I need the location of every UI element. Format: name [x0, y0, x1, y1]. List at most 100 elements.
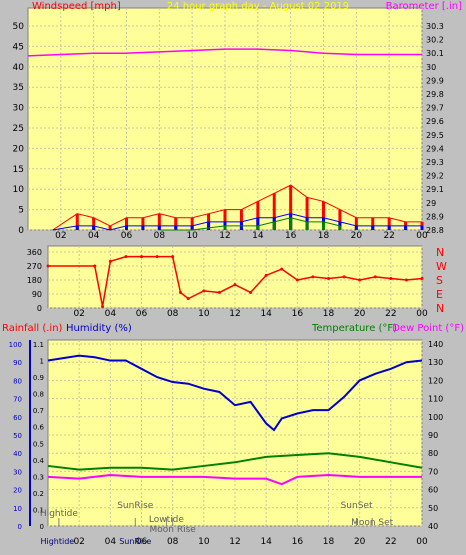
temp-tick-label: 90: [428, 431, 438, 440]
humidity-tick-label: 0.9: [33, 374, 44, 382]
x-tick-label: 04: [88, 231, 100, 241]
wind-line: [52, 213, 422, 231]
x-tick-label: 00: [416, 309, 428, 319]
right-tick-label: 29.1: [426, 185, 444, 194]
left-tick-label: 15: [13, 165, 24, 175]
x-tick-label: 00: [416, 231, 428, 241]
humidity-tick-label: 0.6: [33, 424, 45, 432]
wind-direction-point: [342, 275, 346, 279]
x-tick-label: 06: [121, 231, 133, 241]
right-tick-label: 30.2: [426, 36, 444, 45]
x-tick-label: 18: [318, 231, 330, 241]
x-tick-label: 18: [323, 537, 335, 547]
left-tick-label: 40: [13, 63, 25, 73]
direction-tick-label: 180: [27, 276, 42, 285]
x-tick-label: 16: [292, 537, 304, 547]
left-tick-label: 35: [13, 83, 24, 93]
wind-direction-point: [233, 283, 237, 287]
left-tick-label: 0: [18, 226, 24, 236]
right-tick-label: 29.9: [426, 76, 444, 85]
wind-line: [159, 217, 341, 231]
x-tick-label: 02: [55, 231, 66, 241]
sunrise-tick-label: SunRise: [119, 537, 151, 546]
wind-direction-point: [358, 278, 362, 282]
direction-tick-label: 270: [27, 262, 42, 271]
right-tick-label: 29.8: [426, 90, 444, 99]
wind-line: [52, 184, 422, 231]
wind-direction-point: [327, 276, 330, 280]
dewpoint-line: [47, 474, 422, 486]
right-tick-label: 29.7: [426, 104, 444, 113]
temp-tick-label: 70: [428, 467, 438, 476]
right-tick-label: 29.3: [426, 158, 444, 167]
wind-direction-point: [108, 259, 112, 263]
rain-tick-label: 100: [9, 341, 22, 349]
humidity-tick-label: 1.1: [33, 341, 44, 349]
rain-tick-label: 80: [13, 377, 22, 385]
compass-label: E: [436, 288, 443, 301]
right-tick-label: 30.1: [426, 49, 444, 58]
wind-direction-point: [404, 278, 408, 282]
x-tick-label: 20: [351, 231, 363, 241]
wind-direction-point: [101, 304, 105, 308]
event-annotation: SunSet: [341, 501, 373, 511]
compass-label: S: [436, 274, 443, 287]
humidity-tick-label: 0.4: [33, 457, 45, 465]
wind-direction-point: [420, 276, 424, 280]
wind-direction-point: [46, 264, 50, 268]
wind-direction-point: [311, 275, 315, 279]
windspeed-axis-label: Windspeed [mph]: [32, 1, 121, 12]
x-tick-label: 14: [260, 309, 272, 319]
temperature-axis-label: Temperature (°F): [311, 323, 397, 334]
left-tick-label: 10: [13, 185, 25, 195]
right-tick-label: 30: [426, 63, 436, 72]
temp-tick-label: 120: [428, 376, 443, 385]
humidity-tick-label: 0.7: [33, 407, 44, 415]
wind-direction-series: [46, 255, 424, 308]
windspeed-ticks: 02 04 06 08 10 12 14 16 18 20 22 000510152025303540…: [13, 22, 444, 241]
x-tick-label: 04: [105, 309, 117, 319]
x-tick-label: 06: [136, 309, 148, 319]
x-tick-label: 08: [154, 231, 166, 241]
wind-direction-point: [217, 290, 221, 294]
temp-tick-label: 140: [428, 340, 443, 349]
temp-tick-label: 80: [428, 449, 438, 458]
x-tick-label: 20: [354, 537, 366, 547]
direction-tick-label: 360: [27, 248, 42, 257]
x-tick-label: 08: [167, 537, 179, 547]
temp-tick-label: 60: [428, 486, 438, 495]
wind-direction-point: [155, 255, 159, 259]
right-tick-label: 28.8: [426, 226, 444, 235]
wind-direction-point: [202, 289, 206, 293]
temp-tick-label: 40: [428, 522, 438, 531]
event-annotation: Hightide: [40, 509, 78, 519]
dewpoint-axis-label: Dew Point (°F): [392, 323, 464, 334]
compass-label: N: [436, 246, 444, 259]
x-tick-label: 22: [383, 231, 394, 241]
humidity-tick-label: 0.5: [33, 440, 44, 448]
x-tick-label: 10: [198, 309, 210, 319]
rain-tick-label: 90: [13, 359, 22, 367]
wind-direction-point: [373, 275, 377, 279]
x-tick-label: 04: [105, 537, 117, 547]
humidity-line: [47, 354, 423, 432]
humidity-temp-series: [47, 354, 423, 526]
x-tick-label: 00: [416, 537, 428, 547]
wind-direction-point: [389, 276, 393, 280]
rain-tick-label: 0: [18, 523, 22, 531]
compass-label: N: [436, 302, 444, 315]
x-tick-label: 14: [260, 537, 272, 547]
event-annotation: Moon Rise: [150, 525, 197, 535]
right-tick-label: 29: [426, 199, 436, 208]
right-tick-label: 29.5: [426, 131, 444, 140]
x-tick-label: 16: [285, 231, 297, 241]
right-tick-label: 30.3: [426, 22, 444, 31]
right-tick-label: 29.6: [426, 117, 444, 126]
rain-tick-label: 40: [13, 450, 22, 458]
x-tick-label: 06: [136, 537, 148, 547]
wind-direction-plot-area: [47, 245, 423, 309]
chart-title: 24 hour graph day - August 02 2019: [167, 1, 349, 12]
humidity-tick-label: 0.2: [33, 490, 44, 498]
x-tick-label: 10: [186, 231, 198, 241]
